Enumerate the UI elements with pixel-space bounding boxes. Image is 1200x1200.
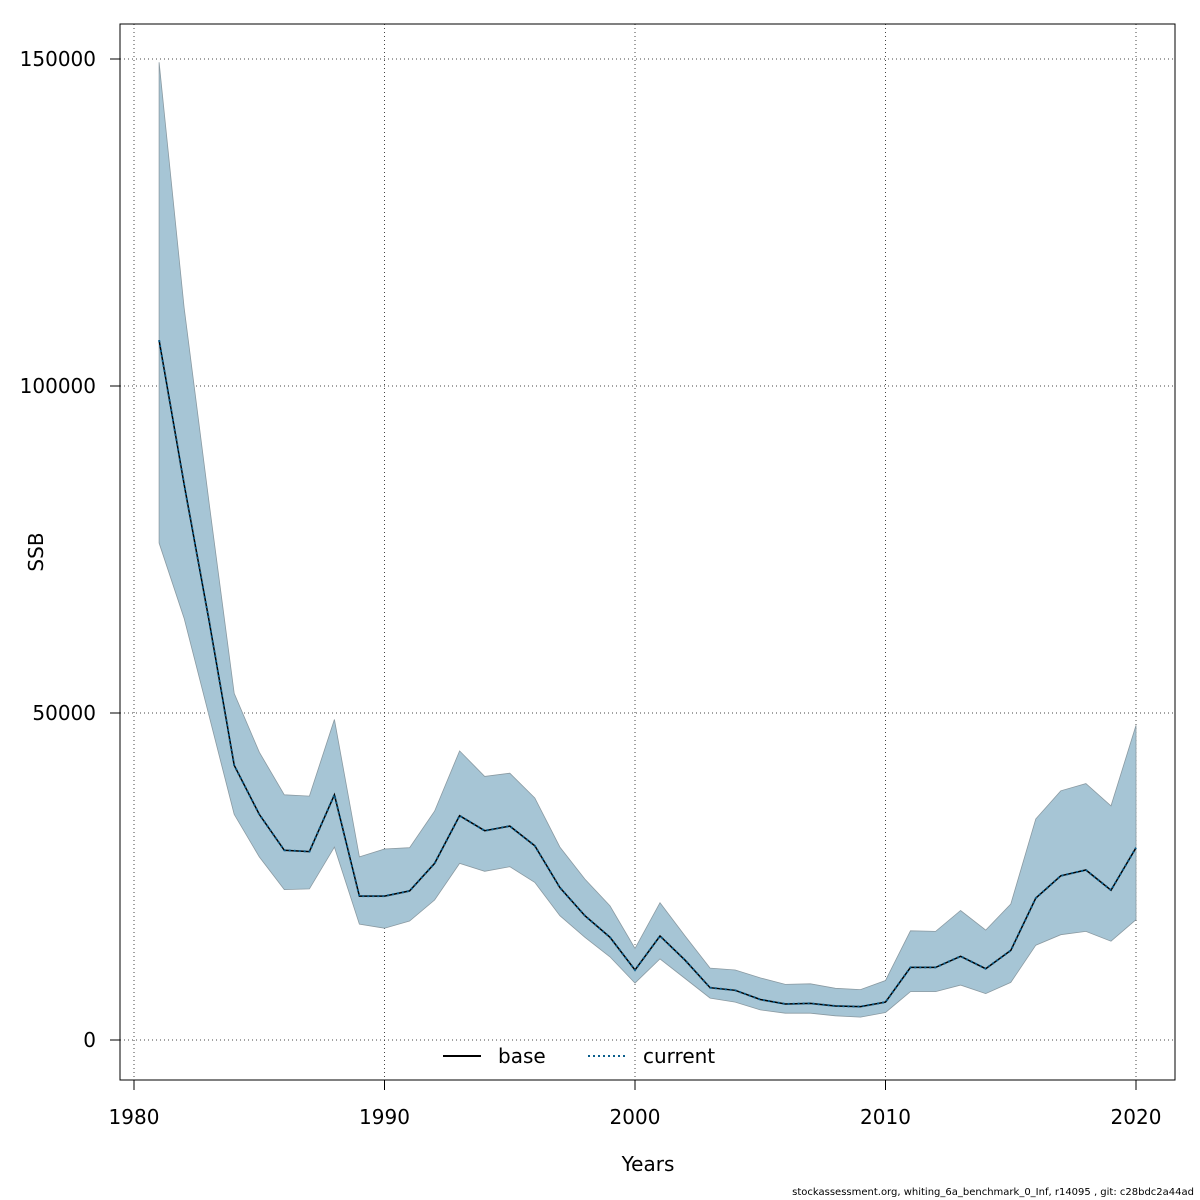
x-tick-label: 1990 <box>359 1105 410 1129</box>
legend: base current <box>443 1044 715 1068</box>
series-lines <box>158 340 1137 1008</box>
y-tick-label: 100000 <box>20 374 96 398</box>
y-tick-label: 150000 <box>20 47 96 71</box>
axes: 1980 1990 2000 2010 2020 0 50000 100000 150000 <box>20 47 1162 1129</box>
series-line-current <box>158 340 1137 1008</box>
x-tick-label: 2010 <box>860 1105 911 1129</box>
footer-credit: stockassessment.org, whiting_6a_benchmar… <box>792 1187 1194 1198</box>
x-axis-title: Years <box>621 1152 675 1176</box>
y-axis-title: SSB <box>24 532 48 571</box>
legend-label-current: current <box>643 1044 715 1068</box>
y-tick-label: 50000 <box>32 701 96 725</box>
x-tick-label: 1980 <box>109 1105 160 1129</box>
y-tick-label: 0 <box>83 1028 96 1052</box>
x-tick-label: 2000 <box>610 1105 661 1129</box>
legend-label-base: base <box>498 1044 546 1068</box>
confidence-band <box>158 62 1137 1018</box>
series-line-base <box>158 340 1137 1008</box>
x-tick-label: 2020 <box>1111 1105 1162 1129</box>
